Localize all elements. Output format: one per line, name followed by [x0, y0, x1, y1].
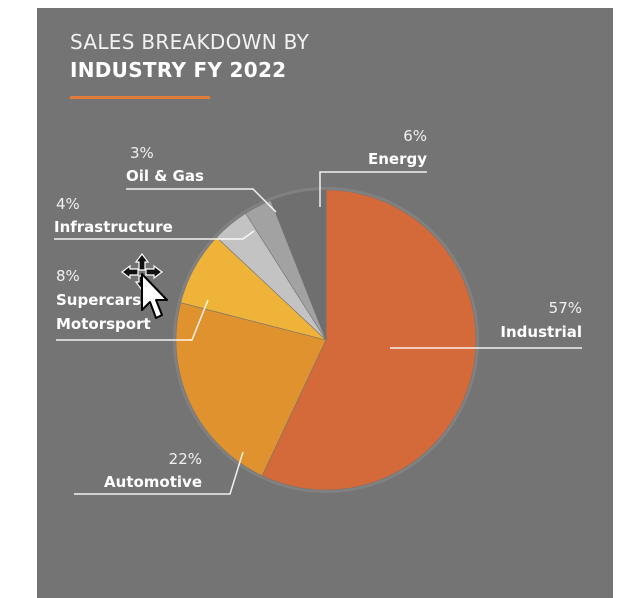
- chart-title-line1: SALES BREAKDOWN BY: [70, 30, 310, 54]
- leader-energy: [319, 171, 427, 207]
- leader-infrastructure: [54, 230, 255, 240]
- label-industrial-name: Industrial: [500, 323, 582, 341]
- pie-slice-industrial: [261, 189, 477, 491]
- pie-slice-energy: [270, 189, 327, 341]
- leader-automotive: [74, 451, 244, 495]
- label-infrastructure-name: Infrastructure: [54, 218, 173, 236]
- label-automotive-name: Automotive: [104, 473, 202, 491]
- label-oilgas-name: Oil & Gas: [126, 167, 204, 185]
- pie-slice-automotive: [175, 302, 327, 477]
- label-supercars-pct: 8%: [56, 267, 80, 285]
- label-automotive-pct: 22%: [169, 450, 202, 468]
- label-energy-pct: 6%: [403, 127, 427, 145]
- label-energy-name: Energy: [368, 150, 427, 168]
- label-infrastructure-pct: 4%: [56, 195, 80, 213]
- title-accent-underline: [70, 96, 210, 99]
- move-cursor-icon: [121, 253, 168, 319]
- label-supercars-line2: Motorsport: [56, 315, 151, 333]
- label-supercars-line1: Supercars &: [56, 291, 159, 309]
- leader-supercars: [56, 299, 209, 341]
- label-industrial-pct: 57%: [549, 299, 582, 317]
- label-oilgas-pct: 3%: [130, 144, 154, 162]
- leader-oilgas: [126, 188, 277, 213]
- chart-title-line2: INDUSTRY FY 2022: [70, 58, 287, 82]
